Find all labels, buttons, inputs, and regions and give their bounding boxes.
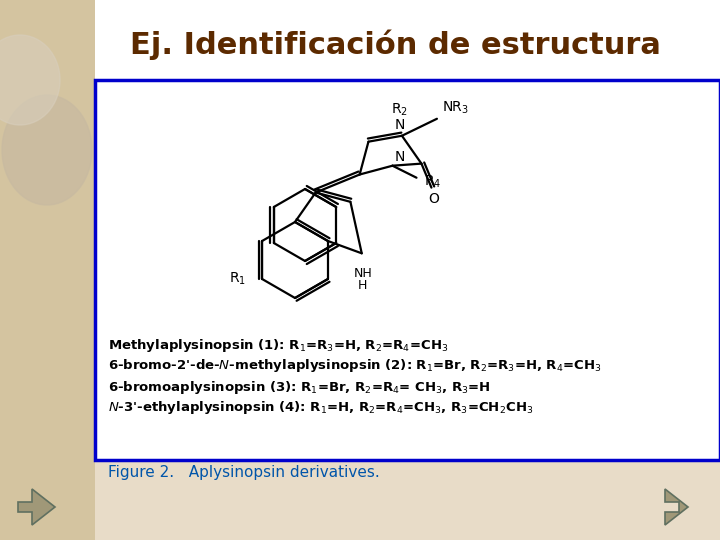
Text: H: H xyxy=(358,279,367,292)
Text: R$_4$: R$_4$ xyxy=(425,173,442,190)
Polygon shape xyxy=(665,489,688,525)
Ellipse shape xyxy=(2,95,92,205)
Text: Methylaplysinopsin (1): R$_1$=R$_3$=H, R$_2$=R$_4$=CH$_3$: Methylaplysinopsin (1): R$_1$=R$_3$=H, R… xyxy=(108,336,449,354)
Text: $N$-3'-ethylaplysinopsin (4): R$_1$=H, R$_2$=R$_4$=CH$_3$, R$_3$=CH$_2$CH$_3$: $N$-3'-ethylaplysinopsin (4): R$_1$=H, R… xyxy=(108,400,534,416)
Bar xyxy=(95,0,720,80)
Text: NH: NH xyxy=(354,267,372,280)
Bar xyxy=(0,0,95,540)
Text: Ej. Identificación de estructura: Ej. Identificación de estructura xyxy=(130,30,661,60)
Text: N: N xyxy=(395,150,405,164)
Text: 6-bromo-2'-de-$N$-methylaplysinopsin (2): R$_1$=Br, R$_2$=R$_3$=H, R$_4$=CH$_3$: 6-bromo-2'-de-$N$-methylaplysinopsin (2)… xyxy=(108,357,602,375)
Text: Figure 2.   Aplysinopsin derivatives.: Figure 2. Aplysinopsin derivatives. xyxy=(108,464,379,480)
Text: N: N xyxy=(395,118,405,132)
Text: R$_1$: R$_1$ xyxy=(229,271,246,287)
Polygon shape xyxy=(18,489,55,525)
Bar xyxy=(95,80,720,460)
Text: O: O xyxy=(428,192,439,206)
Ellipse shape xyxy=(0,35,60,125)
Text: R$_2$: R$_2$ xyxy=(392,102,408,118)
Text: NR$_3$: NR$_3$ xyxy=(442,99,469,116)
Text: 6-bromoaplysinopsin (3): R$_1$=Br, R$_2$=R$_4$= CH$_3$, R$_3$=H: 6-bromoaplysinopsin (3): R$_1$=Br, R$_2$… xyxy=(108,379,491,395)
